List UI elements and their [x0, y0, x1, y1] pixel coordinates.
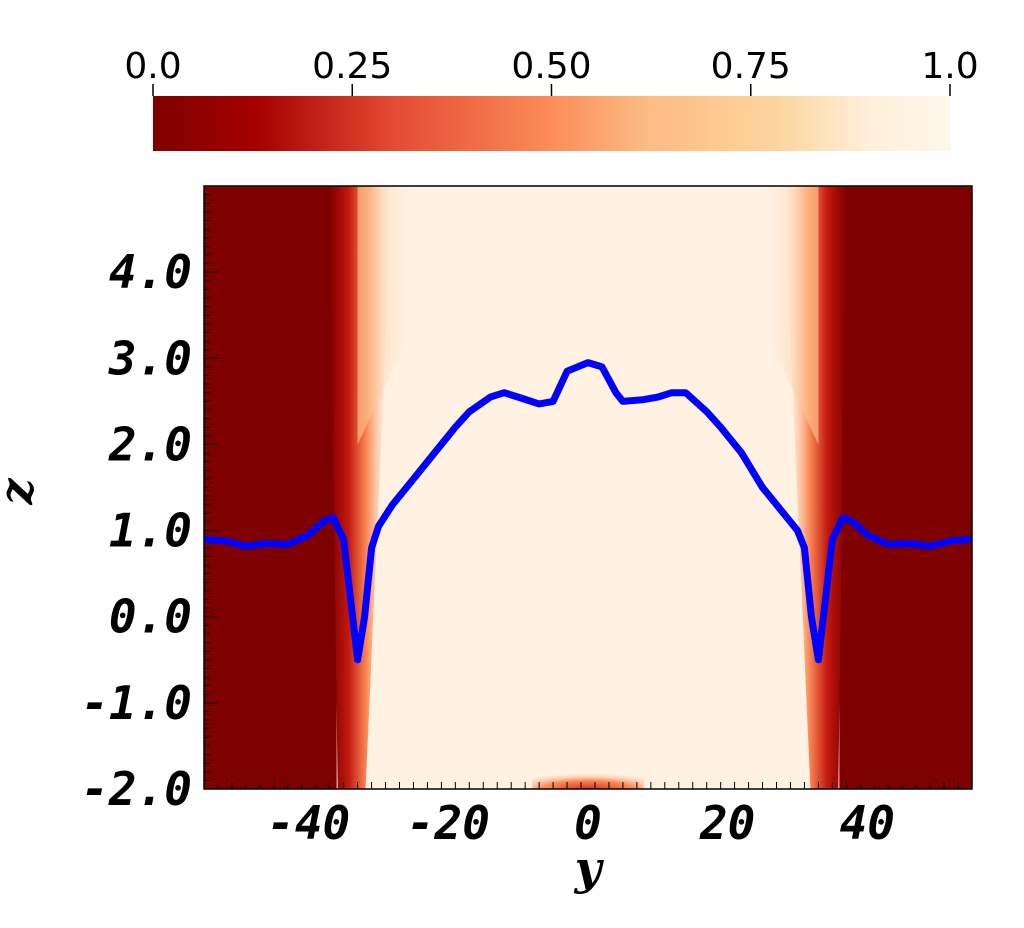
series-line	[204, 359, 972, 664]
y-tick-label: 0.0	[109, 590, 192, 644]
y-tick-label: 2.0	[108, 417, 192, 471]
y-tick-label: -2.0	[81, 762, 192, 816]
colorbar-gradient	[153, 96, 950, 151]
x-tick-label: 20	[699, 796, 755, 850]
colorbar-tick-label: 0.0	[124, 46, 181, 87]
field-right-plume	[755, 186, 819, 445]
x-tick-label: -20	[407, 796, 490, 850]
y-tick-label: -1.0	[81, 676, 192, 730]
contour-series	[204, 359, 972, 664]
x-tick-label: -40	[267, 796, 350, 850]
colorbar: 0.0 0.25 0.50 0.75 1.0	[124, 46, 979, 151]
x-tick-label: 40	[840, 796, 895, 850]
y-tick-label: 3.0	[108, 331, 192, 385]
colorbar-tick-label: 0.50	[511, 46, 591, 87]
field-bottom-blob	[532, 767, 644, 789]
heatmap-plot: -40 -20 0 20 40 -2.0 -1.0 0.0 1.0 2.0 3.0 4.0 y z	[0, 185, 973, 895]
y-axis-label: z	[0, 478, 43, 506]
field-left-plume	[357, 186, 421, 445]
field-right-region	[839, 186, 972, 789]
heatmap-field	[204, 186, 972, 789]
axis-ticks	[203, 185, 973, 790]
field-left-region	[204, 186, 337, 789]
y-tick-label: 1.0	[109, 504, 192, 558]
colorbar-tick-label: 0.75	[711, 46, 791, 87]
x-axis-label: y	[574, 841, 605, 895]
colorbar-tick-label: 1.0	[921, 46, 978, 87]
y-tick-label: 4.0	[109, 245, 192, 299]
colorbar-tick-label: 0.25	[312, 46, 392, 87]
x-tick-label: 0	[574, 796, 602, 850]
plot-frame	[203, 185, 973, 790]
